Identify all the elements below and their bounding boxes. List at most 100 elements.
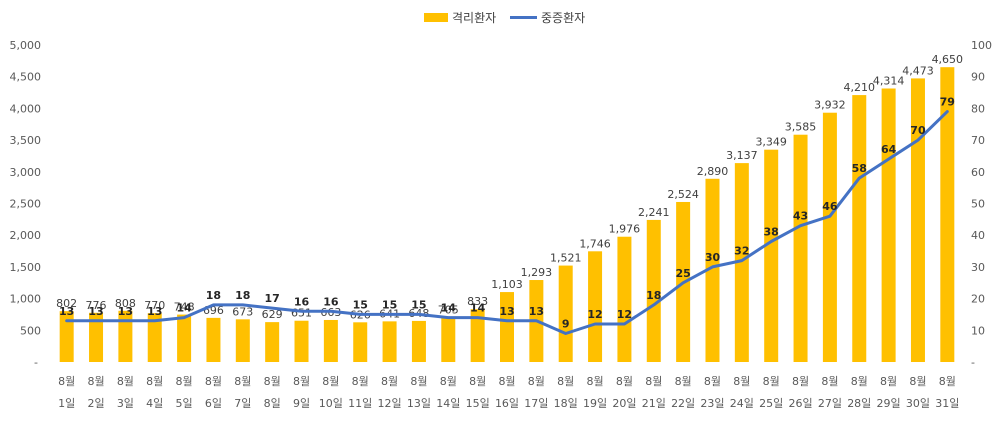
x-axis-label-month: 8월 bbox=[851, 375, 868, 388]
line-data-label: 18 bbox=[646, 289, 661, 302]
line-data-label: 13 bbox=[88, 305, 103, 318]
x-axis-label-month: 8월 bbox=[322, 375, 339, 388]
x-axis-label-day: 2일 bbox=[87, 396, 104, 410]
bar-data-label: 651 bbox=[291, 307, 312, 320]
bar-data-label: 748 bbox=[174, 301, 195, 314]
bar-data-label: 770 bbox=[144, 299, 165, 312]
bar bbox=[910, 78, 925, 362]
bar-data-label: 2,241 bbox=[638, 206, 670, 219]
bar-data-label: 4,473 bbox=[902, 64, 934, 77]
bar-data-label: 3,932 bbox=[814, 99, 846, 112]
line-data-label: 14 bbox=[176, 302, 192, 315]
line-data-label: 13 bbox=[529, 305, 544, 318]
x-axis-label-day: 17일 bbox=[524, 396, 548, 410]
left-axis-tick-label: 4,500 bbox=[10, 71, 42, 84]
bar-data-label: 673 bbox=[232, 305, 253, 318]
line-path bbox=[65, 110, 949, 335]
line-data-label: 16 bbox=[294, 295, 310, 308]
bar-data-label: 3,137 bbox=[726, 149, 758, 162]
right-axis-tick-label: 40 bbox=[971, 229, 985, 242]
x-axis-label-day: 11일 bbox=[348, 396, 372, 410]
x-axis-label-day: 12일 bbox=[378, 396, 402, 410]
right-axis-tick-label: - bbox=[971, 356, 975, 369]
x-axis-label-day: 18일 bbox=[554, 396, 578, 410]
x-axis-label-month: 8월 bbox=[557, 375, 574, 388]
x-axis-label-day: 16일 bbox=[495, 396, 519, 410]
bar bbox=[118, 310, 133, 362]
line-data-label: 12 bbox=[617, 308, 632, 321]
x-axis-label-month: 8월 bbox=[410, 375, 427, 388]
x-axis-label-day: 10일 bbox=[319, 396, 343, 410]
bar-data-label: 1,521 bbox=[550, 252, 582, 265]
x-axis-label-month: 8월 bbox=[176, 375, 193, 388]
left-axis-tick-label: 2,500 bbox=[10, 198, 42, 211]
line-data-label: 13 bbox=[499, 305, 514, 318]
x-axis-label-day: 23일 bbox=[700, 396, 724, 410]
bar bbox=[705, 178, 720, 362]
right-axis-tick-label: 100 bbox=[971, 39, 992, 52]
bar-data-label: 2,890 bbox=[697, 165, 729, 178]
x-axis-label-day: 4일 bbox=[146, 396, 163, 410]
bar bbox=[353, 322, 368, 362]
line-data-label: 58 bbox=[852, 162, 867, 175]
bar bbox=[411, 320, 426, 362]
x-axis-label-month: 8월 bbox=[117, 375, 134, 388]
x-axis-label-month: 8월 bbox=[909, 375, 926, 388]
bar-data-label: 802 bbox=[56, 297, 77, 310]
x-axis-label-day: 29일 bbox=[877, 396, 901, 410]
x-axis-label-day: 9일 bbox=[293, 396, 310, 410]
left-axis-tick-label: 3,500 bbox=[10, 134, 42, 147]
line-data-label: 30 bbox=[705, 251, 721, 264]
left-axis-tick-label: 2,000 bbox=[10, 229, 42, 242]
line-data-label: 15 bbox=[353, 298, 368, 311]
bar-data-label: 4,210 bbox=[844, 81, 876, 94]
x-axis-label-day: 1일 bbox=[58, 396, 75, 410]
bar bbox=[940, 67, 955, 362]
bar-data-label: 629 bbox=[262, 308, 283, 321]
right-axis-tick-label: 10 bbox=[971, 324, 985, 337]
x-axis-label-month: 8월 bbox=[704, 375, 721, 388]
bar-data-label: 1,746 bbox=[579, 237, 611, 250]
bar bbox=[793, 134, 808, 362]
line-data-label: 79 bbox=[940, 96, 955, 109]
bar bbox=[822, 112, 837, 362]
bar bbox=[265, 322, 280, 362]
line-data-label: 9 bbox=[562, 317, 570, 330]
right-axis-tick-label: 90 bbox=[971, 71, 985, 84]
x-axis-label-month: 8월 bbox=[352, 375, 369, 388]
bar bbox=[89, 312, 104, 362]
x-axis-label-month: 8월 bbox=[880, 375, 897, 388]
x-axis-label-month: 8월 bbox=[381, 375, 398, 388]
x-axis-label-day: 22일 bbox=[671, 396, 695, 410]
line-data-label: 32 bbox=[734, 245, 749, 258]
line-data-label: 17 bbox=[265, 292, 280, 305]
left-axis-tick-label: 5,000 bbox=[10, 39, 42, 52]
bar bbox=[617, 236, 632, 362]
line-data-label: 13 bbox=[147, 305, 162, 318]
legend-label-bar: 격리환자 bbox=[452, 11, 496, 25]
left-axis-tick-label: 1,000 bbox=[10, 293, 42, 306]
right-axis-ticks: - 10 20 30 40 50 60 70 80 90 100 bbox=[971, 39, 992, 369]
bar bbox=[382, 321, 397, 362]
x-axis-label-month: 8월 bbox=[469, 375, 486, 388]
bar-data-label: 4,650 bbox=[932, 53, 964, 66]
bar bbox=[852, 95, 867, 362]
x-axis-label-day: 8일 bbox=[264, 396, 281, 410]
x-axis-label-day: 31일 bbox=[935, 396, 959, 410]
bar bbox=[764, 149, 779, 362]
bar-data-label: 808 bbox=[115, 297, 136, 310]
x-axis-label-month: 8월 bbox=[146, 375, 163, 388]
line-data-labels: 13 13 13 13 14 18 18 17 16 16 15 15 15 14 14 13 13 9 12 12 1… bbox=[59, 96, 955, 331]
line-data-label: 15 bbox=[411, 298, 426, 311]
x-axis-label-day: 26일 bbox=[788, 396, 812, 410]
x-axis-labels: 8월 1일 8월 2일 8월 3일 8월 4일 8월 5일 8월 6일 8월 7일 8월 8일 8월 9일 8월 10… bbox=[58, 375, 959, 410]
x-axis-label-day: 20일 bbox=[612, 396, 636, 410]
bar bbox=[59, 311, 74, 362]
line-data-label: 16 bbox=[323, 295, 339, 308]
line-data-label: 14 bbox=[441, 302, 457, 315]
x-axis-label-month: 8월 bbox=[821, 375, 838, 388]
x-axis-label-day: 28일 bbox=[847, 396, 871, 410]
x-axis-label-day: 5일 bbox=[176, 396, 193, 410]
x-axis-label-month: 8월 bbox=[645, 375, 662, 388]
